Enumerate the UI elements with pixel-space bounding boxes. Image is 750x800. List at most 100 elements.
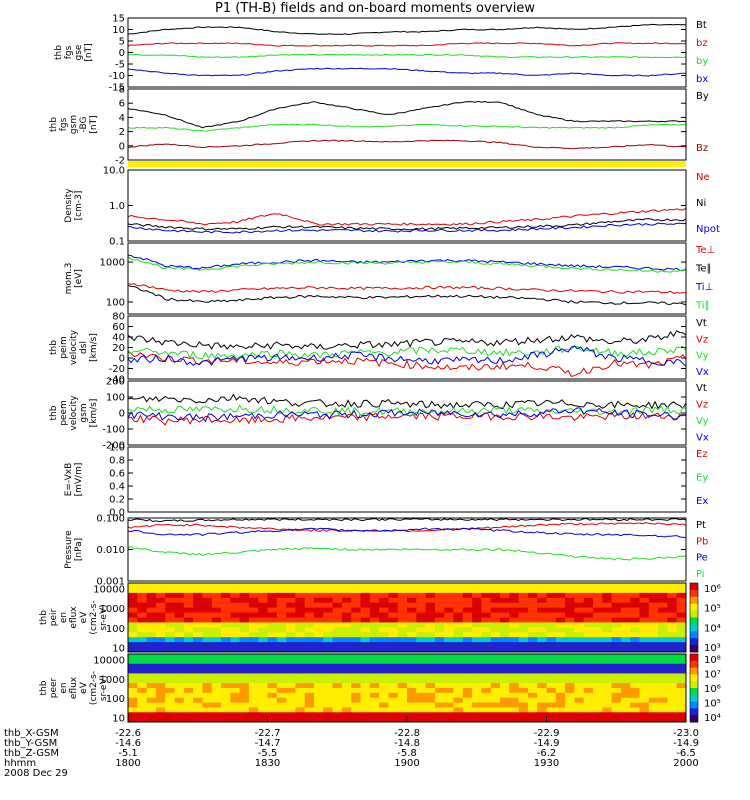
spectrogram-cell xyxy=(258,632,268,638)
spectrogram-cell xyxy=(397,697,408,704)
spectrogram-cell xyxy=(397,654,408,660)
spectrogram-cell xyxy=(314,712,324,718)
y-axis-label: -BG xyxy=(79,117,89,133)
y-axis-label: thb xyxy=(49,117,59,132)
spectrogram-cell xyxy=(509,597,520,604)
spectrogram-cell xyxy=(639,583,650,589)
spectrogram-cell xyxy=(202,597,213,604)
spectrogram-cell xyxy=(239,627,250,633)
spectrogram-cell xyxy=(416,702,427,708)
spectrogram-cell xyxy=(388,627,399,633)
spectrogram-cell xyxy=(425,617,436,623)
spectrogram-cell xyxy=(286,622,296,628)
spectrogram-cell xyxy=(341,597,352,604)
spectrogram-cell xyxy=(500,712,510,718)
spectrogram-cell xyxy=(332,697,343,704)
spectrogram-cell xyxy=(537,712,547,718)
spectrogram-cell xyxy=(583,592,594,599)
spectrogram-cell xyxy=(202,642,213,648)
spectrogram-cell xyxy=(407,602,417,609)
spectrogram-cell xyxy=(500,702,510,708)
spectrogram-cell xyxy=(183,658,194,665)
spectrogram-cell xyxy=(462,688,473,694)
spectrogram-cell xyxy=(332,654,343,660)
x-tick-label: -22.6 xyxy=(115,728,141,739)
spectrogram-cell xyxy=(258,622,268,628)
spectrogram-cell xyxy=(286,673,296,679)
spectrogram-cell xyxy=(537,717,547,723)
spectrogram-cell xyxy=(379,658,389,665)
spectrogram-cell xyxy=(267,654,278,660)
spectrogram-cell xyxy=(146,717,157,723)
spectrogram-cell xyxy=(323,663,334,670)
spectrogram-cell xyxy=(527,717,538,723)
spectrogram-cell xyxy=(667,632,678,638)
spectrogram-cell xyxy=(462,702,473,708)
spectrogram-cell xyxy=(583,668,594,674)
spectrogram-cell xyxy=(407,668,417,674)
spectrogram-cell xyxy=(593,654,603,660)
spectrogram-cell xyxy=(639,717,650,723)
spectrogram-cell xyxy=(630,702,640,708)
spectrogram-cell xyxy=(434,673,445,679)
spectrogram-cell xyxy=(230,663,241,670)
spectrogram-cell xyxy=(583,692,594,699)
panel-frame xyxy=(127,380,687,446)
spectrogram-cell xyxy=(360,668,371,674)
spectrogram-cell xyxy=(137,683,148,689)
spectrogram-cell xyxy=(462,607,473,614)
spectrogram-cell xyxy=(397,627,408,633)
spectrogram-cell xyxy=(304,587,315,594)
spectrogram-cell xyxy=(146,683,157,689)
spectrogram-cell xyxy=(174,702,185,708)
spectrogram-cell xyxy=(509,607,520,614)
spectrogram-cell xyxy=(258,617,268,623)
x-tick-label: -14.6 xyxy=(115,738,141,749)
spectrogram-cell xyxy=(648,658,659,665)
spectrogram-cell xyxy=(193,602,203,609)
spectrogram-cell xyxy=(332,617,343,623)
spectrogram-cell xyxy=(146,707,157,713)
spectrogram-cell xyxy=(137,602,148,609)
spectrogram-cell xyxy=(611,617,622,623)
spectrogram-cell xyxy=(211,717,222,723)
spectrogram-cell xyxy=(155,654,166,660)
spectrogram-cell xyxy=(202,617,213,623)
spectrogram-cell xyxy=(369,707,380,713)
y-tick-label: 1000 xyxy=(100,675,125,686)
spectrogram-cell xyxy=(323,658,334,665)
spectrogram-cell xyxy=(174,647,185,653)
spectrogram-cell xyxy=(462,697,473,704)
spectrogram-cell xyxy=(379,622,389,628)
spectrogram-cell xyxy=(248,658,259,665)
spectrogram-cell xyxy=(397,688,408,694)
spectrogram-cell xyxy=(137,632,148,638)
spectrogram-cell xyxy=(593,692,603,699)
spectrogram-cell xyxy=(565,702,575,708)
y-tick-label: 0.1 xyxy=(109,237,125,248)
panel-frame xyxy=(127,446,687,513)
spectrogram-cell xyxy=(425,707,436,713)
spectrogram-cell xyxy=(137,688,148,694)
spectrogram-cell xyxy=(630,602,640,609)
legend-label: Npot xyxy=(696,224,720,235)
spectrogram-cell xyxy=(472,683,482,689)
spectrogram-cell xyxy=(369,683,380,689)
spectrogram-cell xyxy=(602,592,613,599)
spectrogram-cell xyxy=(351,602,361,609)
spectrogram-cell xyxy=(509,702,520,708)
spectrogram-cell xyxy=(174,697,185,704)
spectrogram-cell xyxy=(379,627,389,633)
spectrogram-cell xyxy=(462,663,473,670)
panel-frame xyxy=(127,517,687,582)
spectrogram-cell xyxy=(128,612,138,618)
spectrogram-cell xyxy=(388,678,399,684)
series-line-bx xyxy=(127,67,687,77)
spectrogram-cell xyxy=(286,654,296,660)
spectrogram-cell xyxy=(146,637,157,643)
spectrogram-cell xyxy=(425,612,436,618)
spectrogram-cell xyxy=(630,683,640,689)
spectrogram-cell xyxy=(351,587,361,594)
spectrogram-cell xyxy=(630,587,640,594)
legend-label: Vy xyxy=(696,351,709,362)
